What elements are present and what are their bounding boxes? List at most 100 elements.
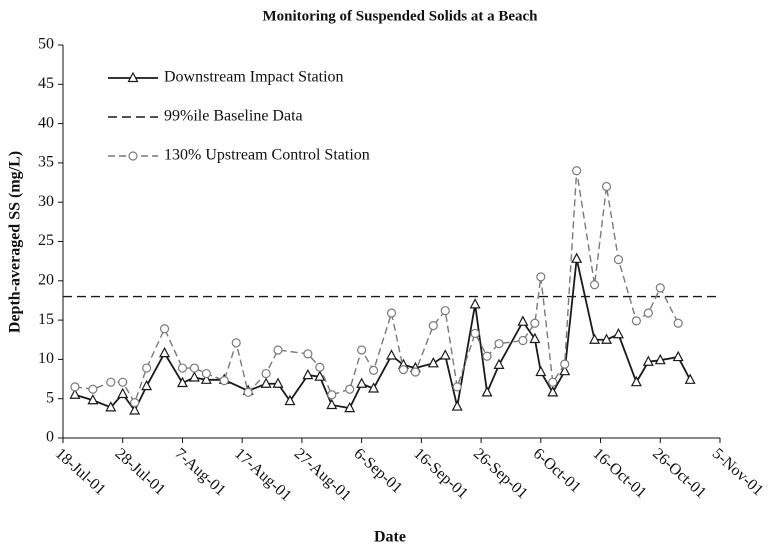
data-point <box>517 315 529 326</box>
x-tick-label: 16-Oct-01 <box>589 445 649 502</box>
y-tick-label: 0 <box>46 429 54 446</box>
data-point <box>118 377 128 387</box>
data-point <box>302 368 314 380</box>
data-point <box>70 382 80 392</box>
data-point <box>243 387 253 398</box>
data-point <box>451 400 463 411</box>
data-point <box>159 346 171 358</box>
data-point <box>142 363 152 373</box>
data-point <box>106 377 116 387</box>
y-tick-label: 25 <box>38 232 54 249</box>
data-point <box>536 272 546 282</box>
data-point <box>272 377 284 388</box>
data-point <box>219 376 229 386</box>
data-point <box>231 338 241 348</box>
data-point <box>314 370 326 381</box>
data-point <box>344 401 356 413</box>
data-point <box>673 318 683 328</box>
data-point <box>642 355 654 366</box>
data-point <box>481 386 493 397</box>
x-axis-label: Date <box>374 529 406 546</box>
data-point <box>560 359 570 369</box>
data-point <box>452 382 462 392</box>
data-point <box>439 349 451 360</box>
data-point <box>469 298 481 309</box>
y-tick-label: 10 <box>38 350 54 367</box>
legend-label: 130% Upstream Control Station <box>164 147 370 164</box>
data-point <box>159 324 170 334</box>
data-point <box>494 339 504 349</box>
data-point <box>589 280 600 290</box>
data-point <box>572 166 582 176</box>
data-point <box>176 376 188 388</box>
data-point <box>315 362 325 372</box>
data-point <box>130 398 140 408</box>
data-point <box>88 384 98 394</box>
y-tick-label: 40 <box>38 114 54 131</box>
data-point <box>643 308 653 318</box>
data-point <box>548 377 558 387</box>
y-tick-label: 35 <box>38 154 54 171</box>
data-point <box>326 398 338 410</box>
legend-label: Downstream Impact Station <box>164 69 344 86</box>
x-tick-label: 26-Sep-01 <box>470 445 531 502</box>
y-tick-label: 15 <box>38 311 54 328</box>
y-tick-label: 50 <box>38 36 54 53</box>
x-tick-label: 18-Jul-01 <box>52 445 109 499</box>
data-point <box>493 358 505 370</box>
y-tick-label: 45 <box>38 75 54 92</box>
data-point <box>410 367 420 377</box>
data-point <box>535 365 547 377</box>
data-point <box>345 384 355 394</box>
data-point <box>612 327 624 339</box>
data-point <box>470 328 480 339</box>
data-point <box>201 368 211 379</box>
y-tick-label: 5 <box>46 389 54 406</box>
data-point <box>188 371 200 382</box>
data-point <box>571 252 583 263</box>
data-point <box>368 365 379 376</box>
data-point <box>284 394 296 406</box>
data-point <box>177 363 188 373</box>
data-point <box>69 388 81 399</box>
x-tick-label: 17-Aug-01 <box>231 445 295 505</box>
data-point <box>589 333 601 344</box>
data-point <box>601 333 613 344</box>
data-point <box>684 373 696 384</box>
data-point <box>368 382 380 393</box>
x-tick-label: 6-Sep-01 <box>351 445 406 497</box>
data-point <box>428 321 438 331</box>
data-point <box>356 377 368 388</box>
data-point <box>200 373 212 384</box>
data-point <box>559 364 571 376</box>
data-point <box>529 332 541 344</box>
data-point <box>129 404 141 415</box>
data-point <box>547 386 559 397</box>
data-point <box>630 375 642 387</box>
data-point <box>189 363 199 373</box>
data-point <box>440 306 450 316</box>
y-tick-label: 20 <box>38 271 54 288</box>
data-point <box>672 350 684 362</box>
data-point <box>105 401 117 412</box>
x-tick-label: 5-Nov-01 <box>709 445 767 499</box>
data-point <box>631 316 641 326</box>
data-point <box>260 377 272 388</box>
data-point <box>655 283 665 293</box>
data-point <box>303 349 313 359</box>
data-point <box>327 390 337 400</box>
data-point <box>654 353 666 365</box>
y-axis-label: Depth-averaged SS (mg/L) <box>7 151 24 333</box>
data-point <box>117 387 129 399</box>
x-tick-label: 16-Sep-01 <box>410 445 471 502</box>
chart-title: Monitoring of Suspended Solids at a Beac… <box>262 8 538 24</box>
x-tick-label: 27-Aug-01 <box>291 445 355 505</box>
data-point <box>518 335 528 346</box>
legend-marker <box>128 151 138 161</box>
data-point <box>427 357 439 368</box>
x-tick-label: 6-Oct-01 <box>530 445 584 496</box>
data-point <box>601 181 612 192</box>
y-tick-label: 30 <box>38 193 54 210</box>
data-point <box>273 345 283 355</box>
data-point <box>357 345 367 355</box>
